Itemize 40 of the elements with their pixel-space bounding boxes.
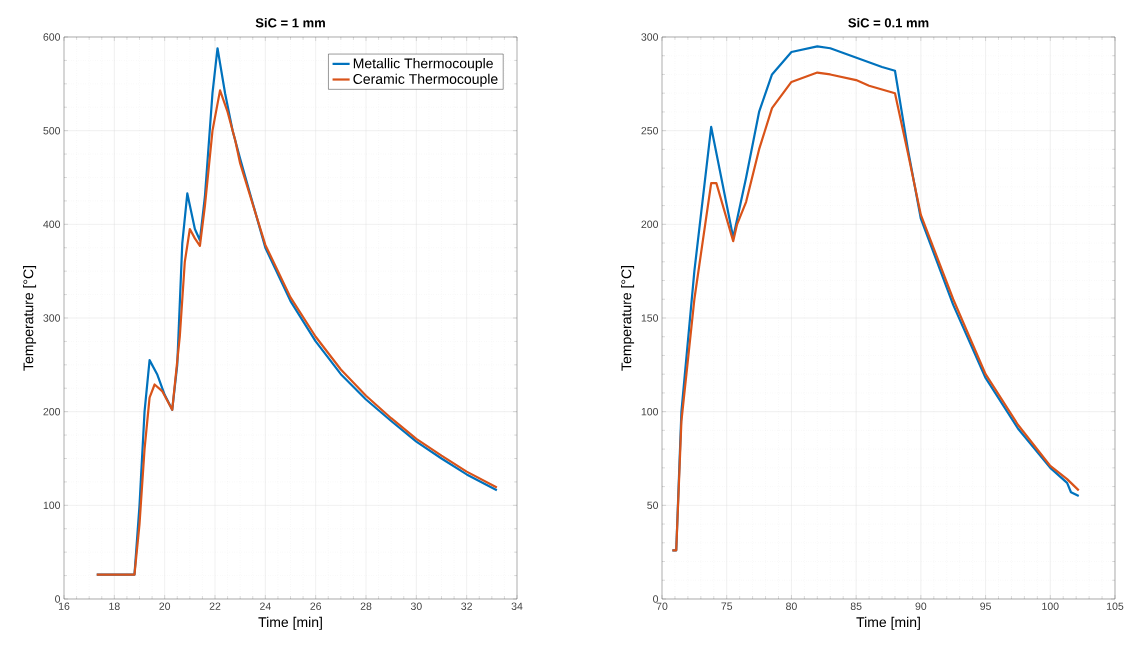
chart-title: SiC = 0.1 mm bbox=[848, 17, 929, 28]
x-tick-label: 24 bbox=[260, 602, 271, 610]
chart-title: SiC = 1 mm bbox=[255, 17, 325, 28]
x-tick-label: 70 bbox=[656, 602, 668, 610]
y-tick-label: 300 bbox=[43, 314, 61, 322]
x-tick-label: 30 bbox=[410, 602, 422, 610]
x-tick-label: 90 bbox=[915, 602, 927, 610]
y-tick-label: 150 bbox=[641, 314, 659, 322]
y-tick-label: 200 bbox=[43, 407, 61, 416]
x-tick-label: 18 bbox=[109, 602, 120, 610]
x-tick-label: 80 bbox=[786, 602, 797, 610]
y-tick-label: 100 bbox=[43, 501, 61, 510]
x-tick-label: 16 bbox=[58, 602, 70, 610]
y-tick-label: 250 bbox=[641, 126, 659, 135]
x-tick-label: 105 bbox=[1107, 602, 1124, 610]
y-tick-label: 500 bbox=[43, 126, 61, 135]
x-tick-label: 34 bbox=[511, 602, 523, 610]
x-tick-label: 28 bbox=[360, 602, 372, 610]
y-tick-label: 200 bbox=[641, 220, 659, 229]
y-tick-label: 300 bbox=[641, 33, 659, 41]
y-tick-label: 100 bbox=[641, 407, 659, 416]
x-tick-label: 22 bbox=[209, 602, 221, 610]
x-axis-title: Time [min] bbox=[258, 616, 322, 630]
y-tick-label: 600 bbox=[43, 33, 61, 41]
x-tick-label: 95 bbox=[980, 602, 991, 610]
y-axis-title: Temperature [°C] bbox=[23, 266, 37, 371]
x-tick-label: 32 bbox=[461, 602, 472, 610]
y-tick-label: 400 bbox=[43, 220, 61, 229]
x-tick-label: 100 bbox=[1042, 602, 1059, 610]
y-axis-title: Temperature [°C] bbox=[621, 266, 635, 371]
x-tick-label: 20 bbox=[159, 602, 171, 610]
x-tick-label: 75 bbox=[721, 602, 733, 610]
y-tick-label: 50 bbox=[647, 501, 659, 510]
x-tick-label: 85 bbox=[850, 602, 862, 610]
x-tick-label: 26 bbox=[310, 602, 322, 610]
legend-label: Ceramic Thermocouple bbox=[353, 73, 498, 87]
y-tick-label: 0 bbox=[55, 595, 61, 603]
y-tick-label: 0 bbox=[653, 595, 659, 603]
x-axis-title: Time [min] bbox=[856, 616, 920, 630]
legend-label: Metallic Thermocouple bbox=[353, 58, 493, 72]
